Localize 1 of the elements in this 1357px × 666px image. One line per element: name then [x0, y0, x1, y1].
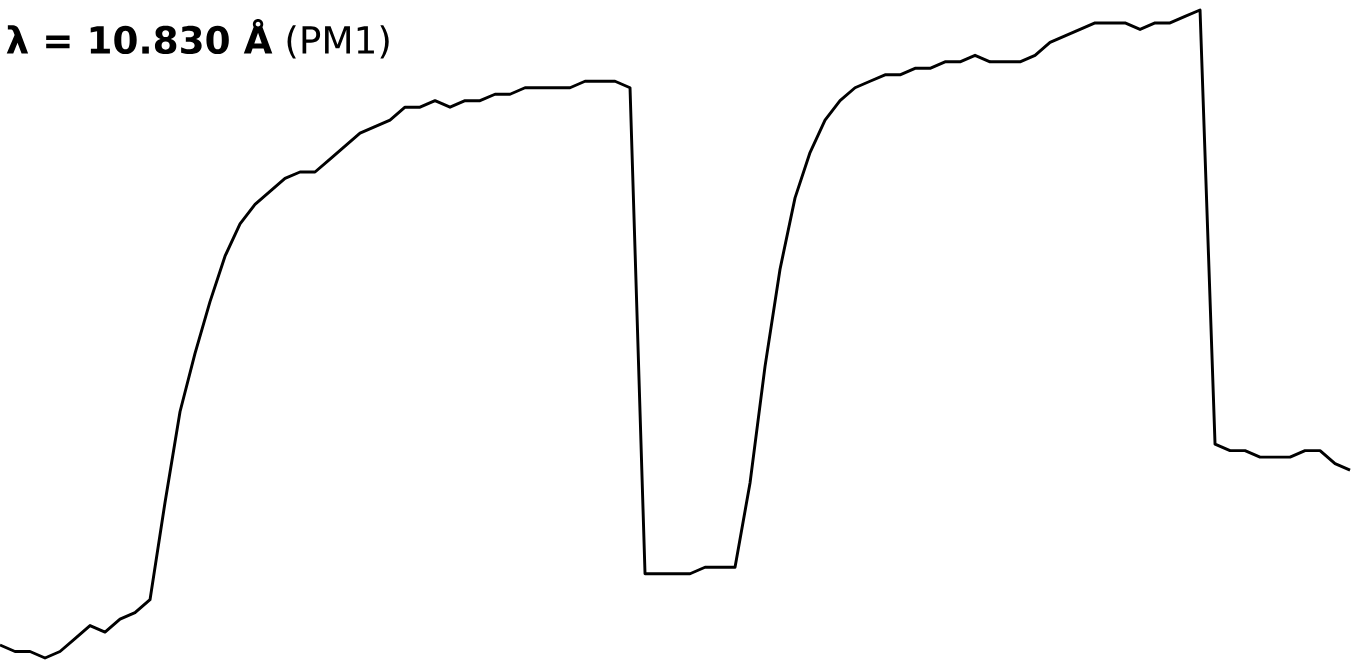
- chart-title: λ = 10.830 Å (PM1): [6, 18, 389, 59]
